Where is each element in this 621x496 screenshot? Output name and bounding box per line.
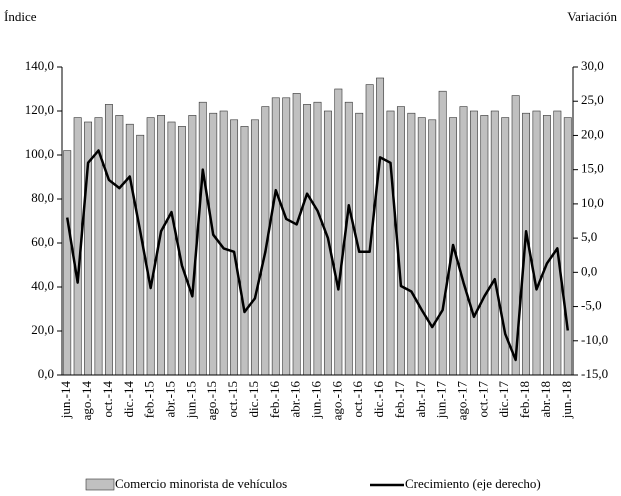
bar xyxy=(63,150,72,376)
bar xyxy=(386,110,395,376)
y-tick-label: 0,0 xyxy=(38,366,54,381)
x-tick-label: oct.-14 xyxy=(100,381,115,418)
bar xyxy=(167,121,176,376)
y2-tick-label: -15,0 xyxy=(581,366,608,381)
bar xyxy=(480,115,489,376)
x-tick-label: oct.-15 xyxy=(225,381,240,417)
x-tick-label: oct.-16 xyxy=(350,381,365,418)
y2-tick-label: 15,0 xyxy=(581,161,604,176)
bar xyxy=(115,115,124,376)
y-tick-label: 120,0 xyxy=(25,102,54,117)
y2-tick-label: 10,0 xyxy=(581,195,604,210)
y-tick-label: 100,0 xyxy=(25,146,54,161)
x-tick-label: abr.-17 xyxy=(413,381,428,418)
x-tick-label: oct.-17 xyxy=(475,381,490,418)
bar xyxy=(417,117,426,376)
bar xyxy=(428,119,437,376)
x-tick-label: ago.-17 xyxy=(454,381,469,421)
x-tick-label: feb.-15 xyxy=(142,381,157,418)
x-tick-label: abr.-18 xyxy=(538,381,553,417)
bar xyxy=(303,104,312,376)
x-tick-label: abr.-16 xyxy=(288,381,303,418)
y2-tick-label: -10,0 xyxy=(581,332,608,347)
bar xyxy=(282,97,291,376)
bar xyxy=(240,126,249,376)
x-tick-label: ago.-14 xyxy=(79,381,94,421)
bar xyxy=(376,77,385,376)
x-tick-label: ago.-15 xyxy=(204,381,219,420)
y-tick-label: 60,0 xyxy=(31,234,54,249)
bar xyxy=(407,112,416,376)
bar xyxy=(146,117,155,376)
bar xyxy=(104,104,113,376)
bar xyxy=(271,97,280,376)
bar xyxy=(344,101,353,376)
bar xyxy=(125,123,134,376)
y2-tick-label: -5,0 xyxy=(581,298,602,313)
bar xyxy=(313,101,322,376)
x-tick-label: jun.-16 xyxy=(308,381,323,420)
bar xyxy=(250,119,259,376)
legend-label: Comercio minorista de vehículos xyxy=(115,476,287,491)
x-tick-label: abr.-15 xyxy=(162,381,177,417)
x-tick-label: dic.-16 xyxy=(371,381,386,418)
x-tick-label: feb.-17 xyxy=(392,381,407,419)
y2-tick-label: 30,0 xyxy=(581,58,604,73)
y2-axis-title: Variación xyxy=(567,9,617,24)
x-tick-label: dic.-17 xyxy=(496,381,511,418)
bar xyxy=(136,134,145,376)
bar xyxy=(438,90,447,376)
y-tick-label: 140,0 xyxy=(25,58,54,73)
bar xyxy=(209,112,218,376)
bar xyxy=(396,106,405,376)
bar xyxy=(459,106,468,376)
legend-label: Crecimiento (eje derecho) xyxy=(405,476,541,491)
line xyxy=(65,149,570,362)
y-tick-label: 40,0 xyxy=(31,278,54,293)
y-axis-title: Índice xyxy=(4,9,37,24)
x-tick-label: jun.-18 xyxy=(559,381,574,419)
x-tick-label: feb.-16 xyxy=(267,381,282,419)
x-tick-label: jun.-17 xyxy=(434,381,449,420)
y2-tick-label: 20,0 xyxy=(581,126,604,141)
bar xyxy=(469,110,478,376)
legend-swatch xyxy=(85,478,115,491)
x-tick-label: jun.-15 xyxy=(183,381,198,419)
x-tick-label: dic.-14 xyxy=(121,381,136,418)
bar xyxy=(490,110,499,376)
y-tick-label: 20,0 xyxy=(31,322,54,337)
y2-tick-label: 0,0 xyxy=(581,263,597,278)
x-tick-label: jun.-14 xyxy=(58,381,73,420)
y-tick-label: 80,0 xyxy=(31,190,54,205)
x-tick-label: ago.-16 xyxy=(329,381,344,421)
y2-tick-label: 25,0 xyxy=(581,92,604,107)
bar xyxy=(553,110,562,376)
bar xyxy=(532,110,541,376)
x-tick-label: dic.-15 xyxy=(246,381,261,417)
x-tick-label: feb.-18 xyxy=(517,381,532,418)
bar xyxy=(188,115,197,376)
bar xyxy=(230,119,239,376)
bar xyxy=(292,93,301,376)
bar xyxy=(198,101,207,376)
bar xyxy=(542,115,551,376)
bar xyxy=(563,117,572,376)
y2-tick-label: 5,0 xyxy=(581,229,597,244)
bar xyxy=(334,88,343,376)
